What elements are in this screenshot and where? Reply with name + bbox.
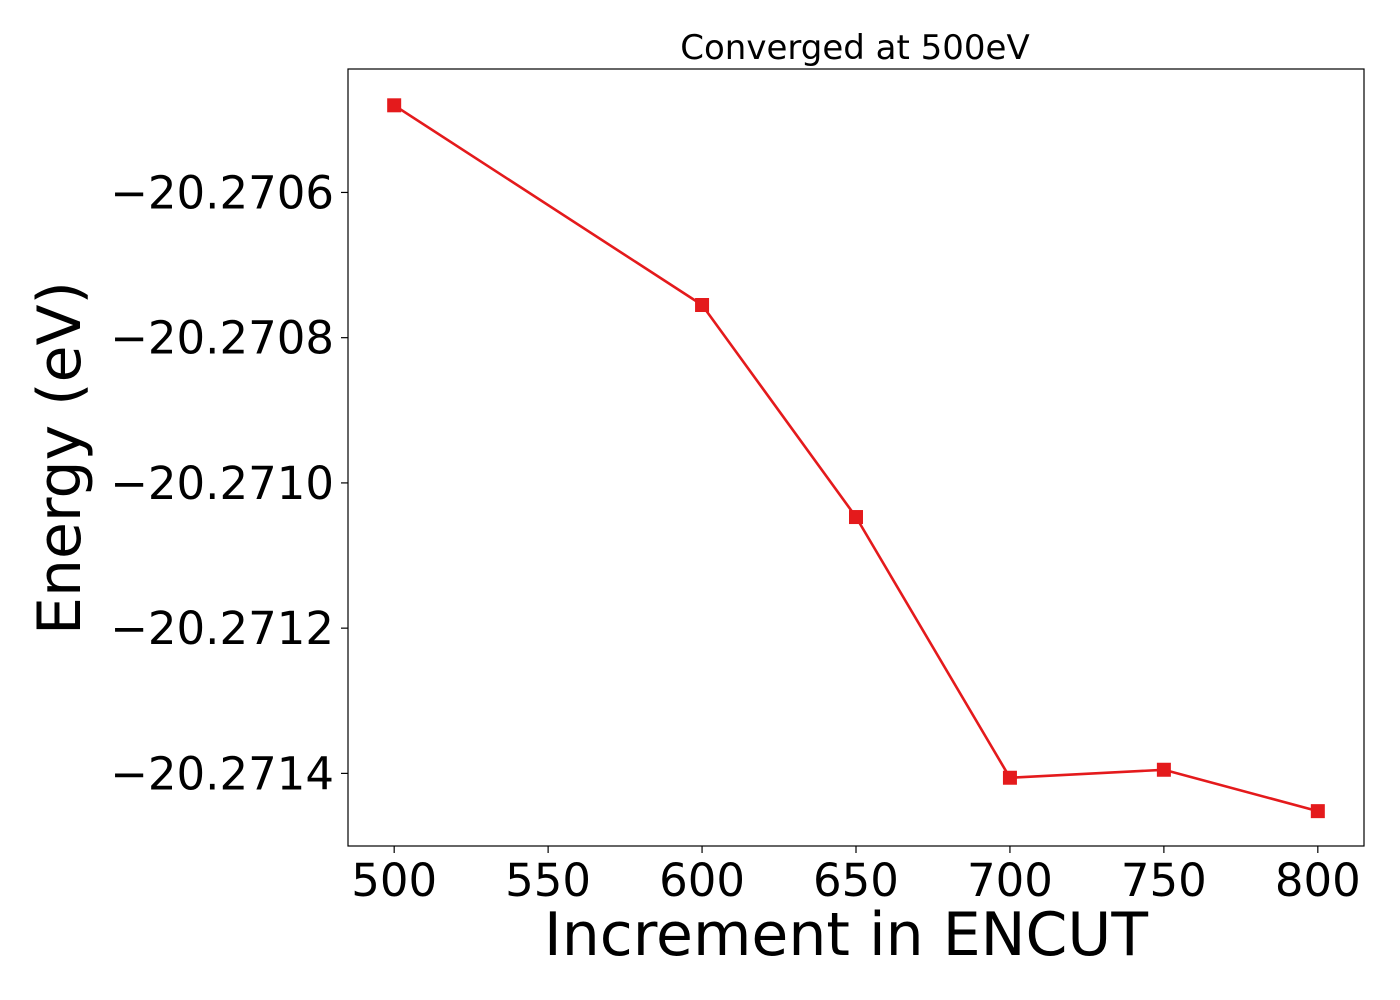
- x-tick-label: 600: [659, 854, 745, 907]
- y-axis-label: Energy (eV): [25, 281, 95, 635]
- y-tick-label: −20.2714: [110, 747, 334, 800]
- x-axis-label: Increment in ENCUT: [544, 900, 1148, 970]
- x-tick-label: 550: [505, 854, 591, 907]
- x-tick-label: 650: [813, 854, 899, 907]
- plot-area: [387, 98, 1325, 819]
- x-ticks: 500 550 600 650 700 750 800: [351, 846, 1361, 907]
- x-tick-label: 750: [1121, 854, 1207, 907]
- x-tick-label: 800: [1275, 854, 1361, 907]
- y-tick-label: −20.2706: [110, 166, 334, 219]
- y-tick-label: −20.2712: [110, 602, 334, 655]
- data-point: [849, 510, 863, 525]
- series-line: [393, 104, 1319, 813]
- x-tick-label: 700: [967, 854, 1053, 907]
- data-point: [1310, 804, 1325, 819]
- data-point: [1156, 762, 1171, 777]
- data-point: [387, 98, 402, 113]
- data-point: [1002, 770, 1017, 785]
- chart-title: Converged at 500eV: [680, 28, 1029, 68]
- y-tick-label: −20.2708: [110, 312, 334, 365]
- x-tick-label: 500: [351, 854, 437, 907]
- y-ticks: −20.2706 −20.2708 −20.2710 −20.2712 −20.2714: [110, 166, 348, 800]
- plot-frame: [347, 68, 1365, 847]
- y-tick-label: −20.2710: [110, 457, 334, 510]
- data-point: [695, 298, 710, 313]
